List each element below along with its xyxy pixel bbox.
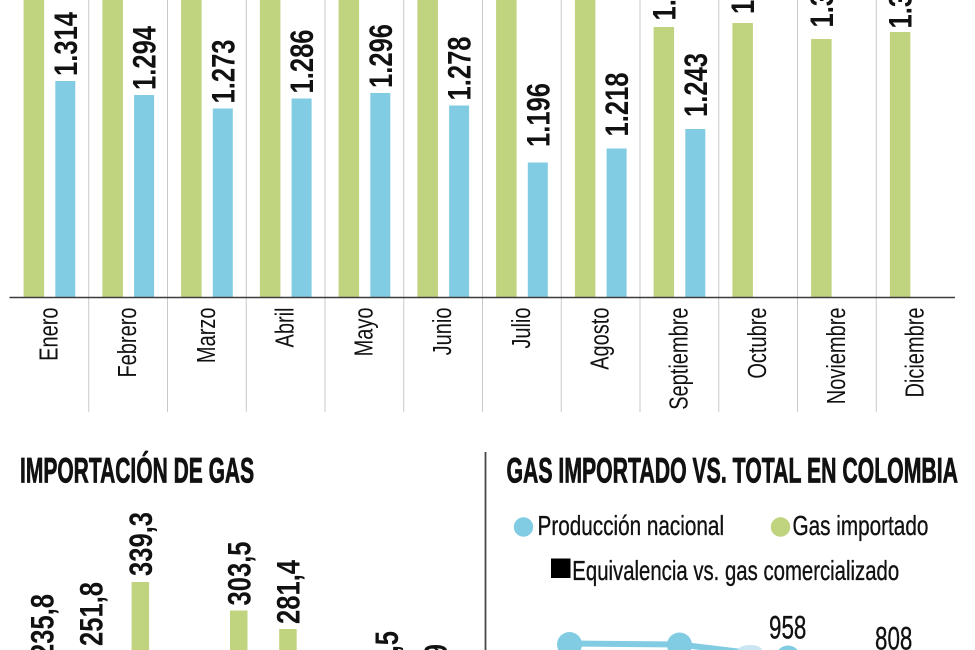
svg-text:1.243: 1.243 [679,53,714,117]
svg-text:Producción nacional: Producción nacional [538,511,725,542]
svg-text:Junio: Junio [427,308,456,356]
svg-text:Febrero: Febrero [112,308,141,378]
svg-text:1.286: 1.286 [285,29,320,93]
svg-text:Julio: Julio [506,308,535,349]
svg-text:Octubre: Octubre [742,308,771,379]
svg-text:Abril: Abril [270,308,299,348]
svg-text:1.399: 1.399 [726,0,761,14]
svg-text:GAS IMPORTADO VS. TOTAL EN COL: GAS IMPORTADO VS. TOTAL EN COLOMBIA [507,452,959,491]
svg-text:Gas importado: Gas importado [793,511,929,542]
svg-text:Diciembre: Diciembre [900,308,929,398]
svg-text:235,8: 235,8 [26,594,61,650]
svg-text:IMPORTACIÓN DE GAS: IMPORTACIÓN DE GAS [20,450,254,491]
svg-text:1.314: 1.314 [49,12,84,76]
svg-text:Marzo: Marzo [191,308,220,364]
svg-text:339,3: 339,3 [124,512,159,576]
svg-text:267,5: 267,5 [370,631,405,650]
svg-text:1.218: 1.218 [600,72,635,136]
svg-text:Enero: Enero [34,308,63,361]
svg-text:Equivalencia vs. gas comercial: Equivalencia vs. gas comercializado [572,556,899,587]
svg-text:1.278: 1.278 [443,36,478,100]
svg-text:Noviembre: Noviembre [821,308,850,405]
svg-text:1.393: 1.393 [648,0,683,21]
svg-text:Septiembre: Septiembre [664,308,693,410]
svg-text:1.296: 1.296 [364,24,399,88]
svg-text:281,4: 281,4 [272,560,307,624]
svg-text:958: 958 [769,610,806,646]
svg-text:Mayo: Mayo [349,308,378,357]
svg-text:1.386: 1.386 [884,0,919,29]
svg-text:303,5: 303,5 [223,541,258,605]
svg-text:1.273: 1.273 [207,39,242,103]
svg-text:Agosto: Agosto [585,308,614,370]
svg-text:251,8: 251,8 [75,582,110,646]
svg-text:1.294: 1.294 [128,26,163,90]
svg-text:1.375: 1.375 [805,0,840,28]
svg-text:808: 808 [875,621,912,650]
svg-text:178,9: 178,9 [419,644,454,650]
svg-text:1.196: 1.196 [522,83,557,147]
